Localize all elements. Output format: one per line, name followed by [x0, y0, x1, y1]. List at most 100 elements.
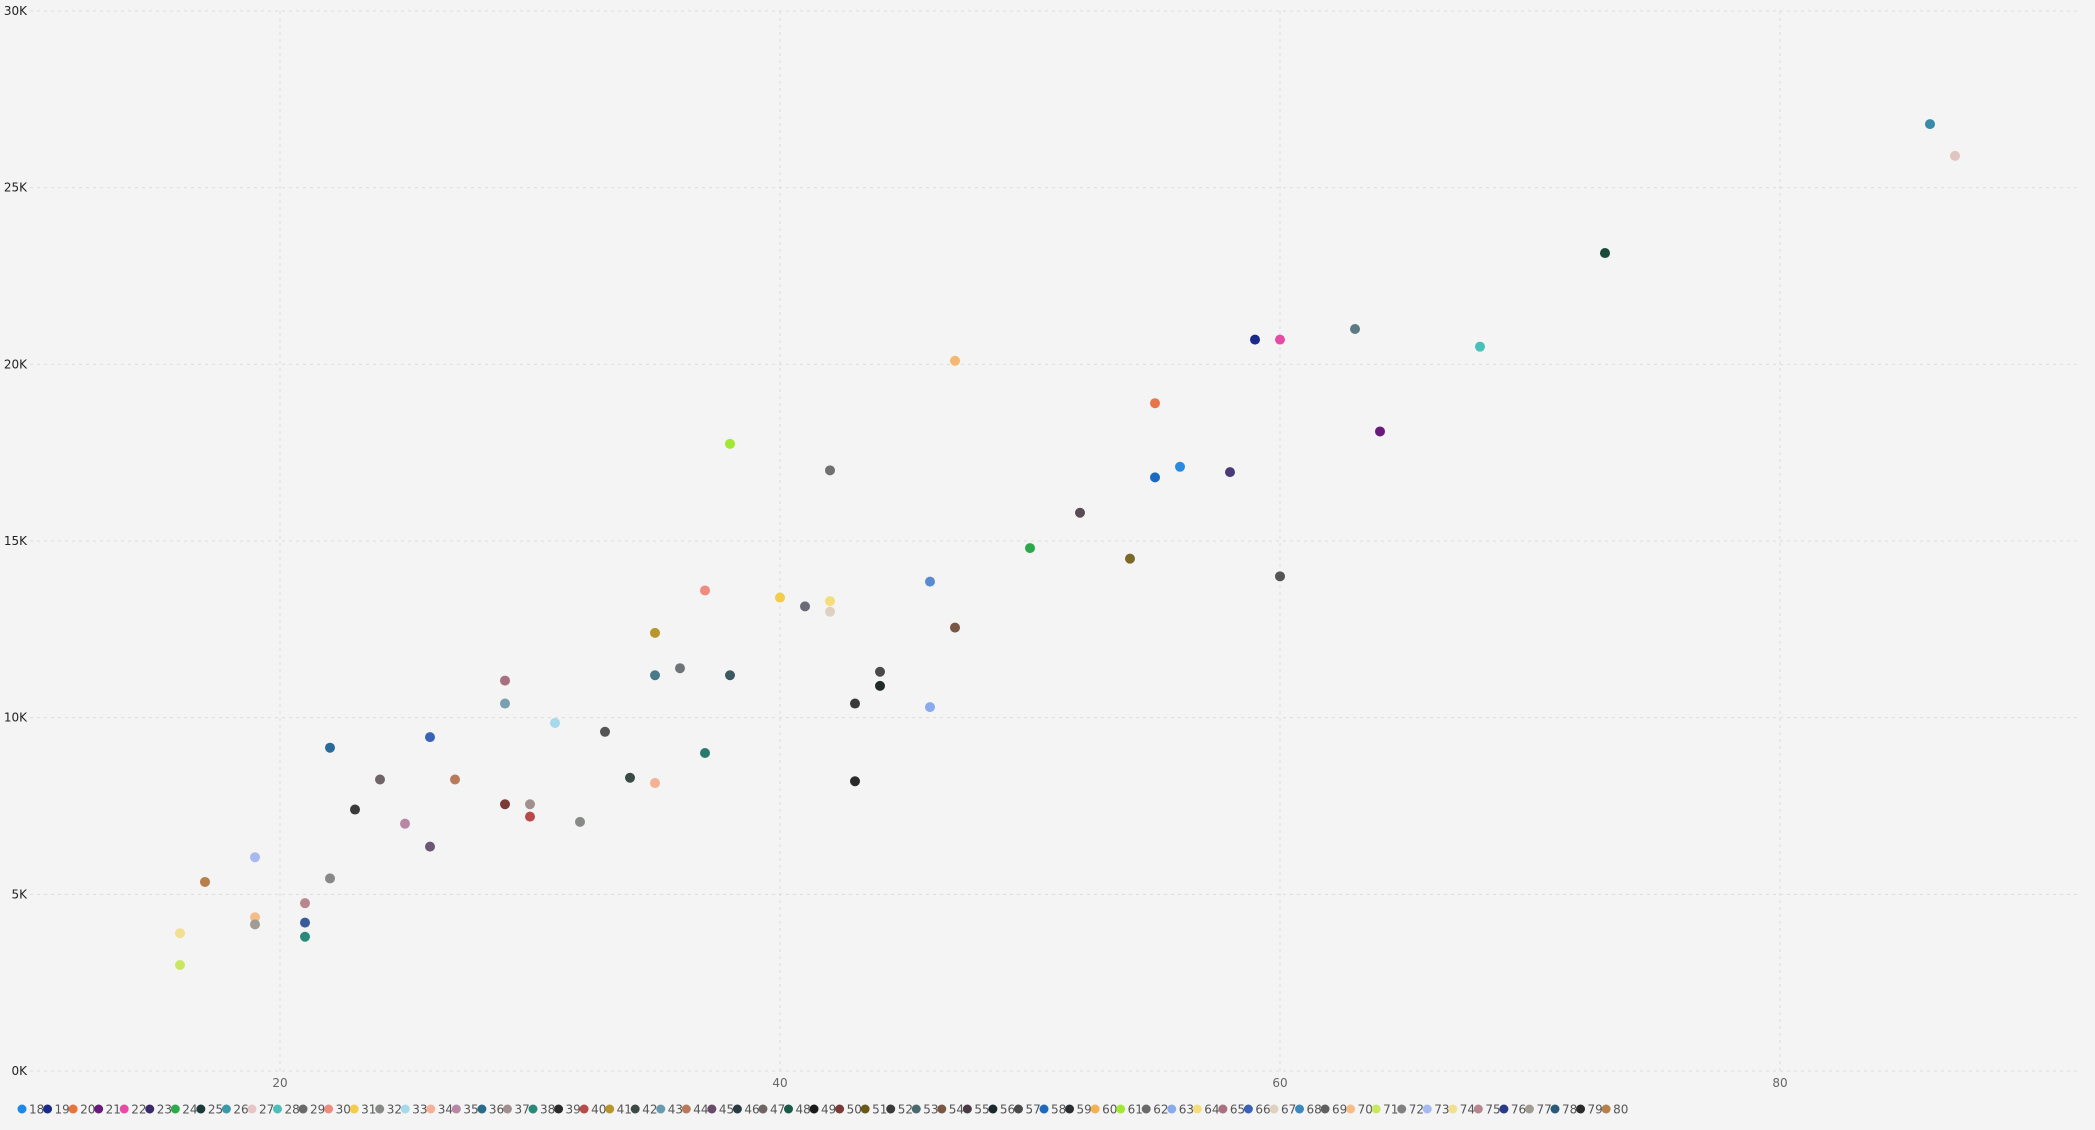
- legend-item[interactable]: 74: [1448, 1103, 1475, 1117]
- data-point[interactable]: [1275, 571, 1285, 582]
- data-point[interactable]: [600, 726, 610, 737]
- data-point[interactable]: [1475, 341, 1485, 352]
- data-point[interactable]: [300, 931, 310, 942]
- legend-item[interactable]: 79: [1576, 1103, 1603, 1117]
- data-point[interactable]: [500, 799, 510, 810]
- legend-item[interactable]: 22: [119, 1103, 147, 1117]
- data-point[interactable]: [625, 772, 635, 783]
- legend-item[interactable]: 29: [298, 1103, 326, 1117]
- legend-item[interactable]: 21: [94, 1103, 121, 1117]
- data-point[interactable]: [825, 606, 835, 617]
- legend-item[interactable]: 36: [477, 1103, 504, 1117]
- data-point[interactable]: [1350, 324, 1360, 334]
- legend-item[interactable]: 63: [1167, 1103, 1194, 1117]
- data-point[interactable]: [825, 465, 835, 476]
- legend-item[interactable]: 51: [860, 1103, 888, 1117]
- data-point[interactable]: [300, 898, 310, 909]
- data-point[interactable]: [300, 917, 310, 928]
- legend-item[interactable]: 43: [656, 1103, 683, 1117]
- legend-item[interactable]: 62: [1141, 1103, 1169, 1117]
- legend-item[interactable]: 70: [1346, 1103, 1373, 1117]
- data-point[interactable]: [700, 748, 710, 758]
- data-point[interactable]: [350, 804, 360, 815]
- legend-item[interactable]: 39: [554, 1103, 581, 1117]
- data-point[interactable]: [575, 816, 585, 827]
- legend-item[interactable]: 28: [273, 1103, 300, 1117]
- legend-item[interactable]: 49: [809, 1103, 837, 1117]
- data-point[interactable]: [1375, 426, 1385, 437]
- data-point[interactable]: [800, 601, 810, 612]
- legend-item[interactable]: 19: [43, 1103, 70, 1117]
- data-point[interactable]: [1925, 119, 1935, 130]
- legend-item[interactable]: 58: [1039, 1103, 1067, 1117]
- legend-item[interactable]: 54: [937, 1103, 964, 1117]
- data-point[interactable]: [250, 919, 260, 930]
- data-point[interactable]: [650, 670, 660, 681]
- data-point[interactable]: [775, 592, 785, 603]
- legend-item[interactable]: 25: [196, 1103, 223, 1117]
- legend-item[interactable]: 55: [962, 1103, 990, 1117]
- data-point[interactable]: [825, 596, 835, 607]
- data-point[interactable]: [500, 698, 510, 709]
- legend-item[interactable]: 32: [375, 1103, 402, 1117]
- legend-item[interactable]: 30: [324, 1103, 351, 1117]
- legend-item[interactable]: 24: [170, 1103, 198, 1117]
- legend-item[interactable]: 64: [1192, 1103, 1220, 1117]
- data-point[interactable]: [875, 666, 885, 677]
- data-point[interactable]: [650, 778, 660, 789]
- data-point[interactable]: [1075, 507, 1085, 518]
- legend-item[interactable]: 38: [528, 1103, 556, 1117]
- legend-item[interactable]: 50: [835, 1103, 862, 1117]
- legend-item[interactable]: 60: [1090, 1103, 1118, 1117]
- data-point[interactable]: [450, 774, 460, 785]
- data-point[interactable]: [950, 622, 960, 633]
- data-point[interactable]: [400, 818, 410, 829]
- legend-item[interactable]: 75: [1473, 1103, 1501, 1117]
- legend-item[interactable]: 40: [579, 1103, 607, 1117]
- data-point[interactable]: [1125, 553, 1135, 564]
- data-point[interactable]: [1225, 467, 1235, 478]
- data-point[interactable]: [500, 675, 510, 686]
- data-point[interactable]: [925, 576, 935, 587]
- data-point[interactable]: [1175, 461, 1185, 472]
- legend-item[interactable]: 45: [707, 1103, 734, 1117]
- legend-item[interactable]: 42: [630, 1103, 658, 1117]
- data-point[interactable]: [700, 585, 710, 596]
- data-point[interactable]: [925, 702, 935, 713]
- data-point[interactable]: [175, 928, 185, 939]
- data-point[interactable]: [950, 355, 960, 366]
- legend-item[interactable]: 59: [1065, 1103, 1092, 1117]
- legend-item[interactable]: 27: [247, 1103, 274, 1117]
- legend-item[interactable]: 57: [1013, 1103, 1041, 1117]
- legend-item[interactable]: 73: [1422, 1103, 1450, 1117]
- legend-item[interactable]: 26: [221, 1103, 249, 1117]
- data-point[interactable]: [1950, 150, 1960, 161]
- legend-item[interactable]: 34: [426, 1103, 453, 1117]
- legend-item[interactable]: 68: [1295, 1103, 1322, 1117]
- data-point[interactable]: [525, 811, 535, 822]
- data-point[interactable]: [250, 852, 260, 863]
- legend-item[interactable]: 53: [911, 1103, 939, 1117]
- legend-item[interactable]: 65: [1218, 1103, 1245, 1117]
- data-point[interactable]: [875, 680, 885, 691]
- data-point[interactable]: [325, 742, 335, 753]
- data-point[interactable]: [525, 799, 535, 810]
- legend-item[interactable]: 69: [1320, 1103, 1348, 1117]
- legend-item[interactable]: 78: [1550, 1103, 1578, 1117]
- legend-item[interactable]: 52: [886, 1103, 913, 1117]
- legend-item[interactable]: 46: [732, 1103, 760, 1117]
- legend-item[interactable]: 77: [1524, 1103, 1552, 1117]
- legend-item[interactable]: 67: [1269, 1103, 1296, 1117]
- data-point[interactable]: [850, 698, 860, 709]
- data-point[interactable]: [650, 627, 660, 638]
- legend-item[interactable]: 31: [349, 1103, 377, 1117]
- legend-item[interactable]: 35: [451, 1103, 479, 1117]
- data-point[interactable]: [250, 912, 260, 923]
- data-point[interactable]: [425, 732, 435, 743]
- legend-item[interactable]: 66: [1243, 1103, 1271, 1117]
- legend-item[interactable]: 41: [605, 1103, 632, 1117]
- data-point[interactable]: [375, 774, 385, 785]
- data-point[interactable]: [725, 438, 735, 449]
- legend-item[interactable]: 47: [758, 1103, 785, 1117]
- data-point[interactable]: [1150, 472, 1160, 483]
